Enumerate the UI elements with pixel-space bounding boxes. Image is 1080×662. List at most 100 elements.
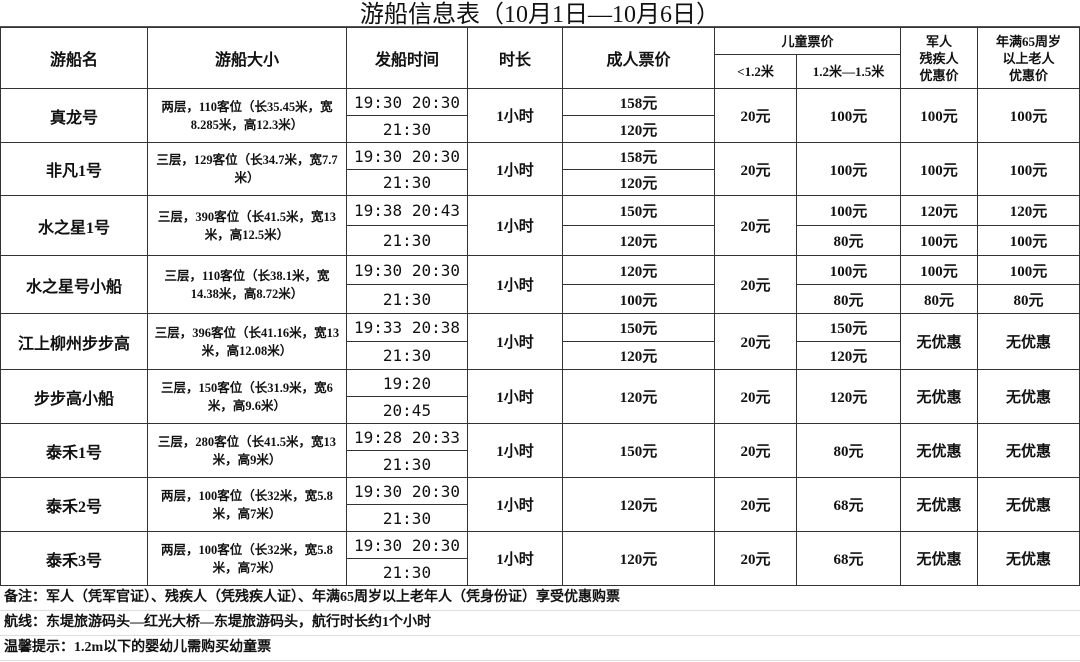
senior-price: 100元 [977,142,1080,196]
senior-price: 无优惠 [977,313,1080,370]
note-tip: 温馨提示：1.2m以下的婴幼儿需购买幼童票 [0,636,1080,661]
ship-size: 三层，129客位（长34.7米，宽7.7米） [147,142,347,196]
notes: 备注：军人（凭军官证）、残疾人（凭残疾人证）、年满65周岁以上老年人（凭身份证）… [0,586,1080,661]
header-military: 军人 残疾人 优惠价 [900,27,979,89]
senior-price: 120元 [977,195,1080,226]
military-price: 100元 [900,88,979,143]
ship-name: 泰禾3号 [0,531,148,586]
header-adult: 成人票价 [562,27,715,89]
military-price: 无优惠 [900,369,979,424]
table-row: 泰禾1号 三层，280客位（长41.5米，宽13米，高9米） 19:28 20:33… [0,423,1080,478]
ship-name: 步步高小船 [0,369,148,424]
child-mid-price: 68元 [795,477,902,532]
military-price: 100元 [900,225,979,256]
duration: 1小时 [467,313,563,370]
table-row: 非凡1号 三层，129客位（长34.7米，宽7.7米） 19:30 20:30 1小时… [0,142,1080,196]
ship-name: 泰禾2号 [0,477,148,532]
table-row: 水之星号小船 三层，110客位（长38.1米，宽14.38米，高8.72米） 19:… [0,255,1080,314]
table-row-sub: 21:30 [1,558,1080,586]
table-row-sub: 21:30 100元 80元 80元 80元 [1,284,1080,314]
departure-time: 21:30 [346,504,468,532]
child-mid-price: 100元 [795,142,902,196]
table-row: 真龙号 两层，110客位（长35.45米，宽8.285米，高12.3米） 19:30… [0,88,1080,143]
header-child: 儿童票价 [713,27,902,55]
departure-time: 21:30 [346,284,468,314]
child-mid-price: 80元 [795,284,902,314]
child-mid-price: 150元 [795,313,902,342]
adult-price: 158元 [562,142,715,170]
military-price: 120元 [900,195,979,226]
military-price: 100元 [900,255,979,285]
adult-price: 120元 [562,115,715,143]
ship-name: 江上柳州步步高 [0,313,148,370]
adult-price: 158元 [562,88,715,116]
child-small-price: 20元 [714,477,797,532]
adult-price: 120元 [562,477,715,532]
sheet-title: 游船信息表（10月1日—10月6日） [0,0,1080,28]
ship-size: 三层，280客位（长41.5米，宽13米，高9米） [147,423,347,478]
military-price: 80元 [900,284,979,314]
departure-time: 21:30 [346,169,468,196]
table-row-sub: 21:30 [1,504,1080,532]
departure-time: 19:28 20:33 [346,423,468,451]
departure-time: 19:30 20:30 [346,88,468,116]
departure-time: 19:33 20:38 [346,313,468,342]
duration: 1小时 [467,88,563,143]
table-row-sub: 21:30 120元 120元 [1,341,1080,370]
child-small-price: 20元 [714,531,797,586]
duration: 1小时 [467,423,563,478]
ship-size: 三层，150客位（长31.9米，宽6米，高9.6米） [147,369,347,424]
departure-time: 21:30 [346,450,468,478]
child-mid-price: 100元 [795,88,902,143]
table-row: 泰禾3号 两层，100客位（长32米，宽5.8米，高7米） 19:30 20:30 1… [0,531,1080,586]
child-small-price: 20元 [714,369,797,424]
departure-time: 21:30 [346,115,468,143]
senior-price: 100元 [977,255,1080,285]
adult-price: 120元 [562,169,715,196]
header-child-mid: 1.2米—1.5米 [795,54,902,89]
child-small-price: 20元 [714,195,797,256]
table-row: 江上柳州步步高 三层，396客位（长41.16米，宽13米，高12.08米） 19:… [0,313,1080,370]
adult-price: 100元 [562,284,715,314]
departure-time: 20:45 [346,396,468,424]
adult-price: 150元 [562,423,715,478]
departure-time: 19:30 20:30 [346,477,468,505]
header-time: 发船时间 [346,27,468,89]
departure-time: 21:30 [346,341,468,370]
child-small-price: 20元 [714,142,797,196]
ship-size: 三层，110客位（长38.1米，宽14.38米，高8.72米） [147,255,347,314]
senior-price: 100元 [977,88,1080,143]
child-mid-price: 120元 [795,369,902,424]
military-price: 无优惠 [900,313,979,370]
departure-time: 21:30 [346,225,468,256]
duration: 1小时 [467,142,563,196]
table-row: 泰禾2号 两层，100客位（长32米，宽5.8米，高7米） 19:30 20:30 1… [0,477,1080,532]
senior-price: 无优惠 [977,369,1080,424]
table-row-sub: 21:30 120元 [1,115,1080,143]
ship-size: 三层，390客位（长41.5米，宽13米，高12.5米） [147,195,347,256]
duration: 1小时 [467,255,563,314]
ship-name: 水之星1号 [0,195,148,256]
departure-time: 19:30 20:30 [346,142,468,170]
military-price: 100元 [900,142,979,196]
child-small-price: 20元 [714,88,797,143]
table-row: 步步高小船 三层，150客位（长31.9米，宽6米，高9.6米） 19:20 1小时 1… [0,369,1080,424]
note-route: 航线：东堤旅游码头—红光大桥—东堤旅游码头，航行时长约1个小时 [0,611,1080,636]
senior-price: 100元 [977,225,1080,256]
header-duration: 时长 [467,27,563,89]
child-small-price: 20元 [714,313,797,370]
header-name: 游船名 [0,27,148,89]
adult-price: 120元 [562,225,715,256]
departure-time: 19:30 20:30 [346,531,468,559]
adult-price: 120元 [562,341,715,370]
child-mid-price: 68元 [795,531,902,586]
child-small-price: 20元 [714,423,797,478]
senior-price: 80元 [977,284,1080,314]
senior-price: 无优惠 [977,531,1080,586]
table-row-sub: 21:30 120元 [1,169,1080,196]
ship-size: 两层，100客位（长32米，宽5.8米，高7米） [147,477,347,532]
table-row: 水之星1号 三层，390客位（长41.5米，宽13米，高12.5米） 19:38 2… [0,195,1080,256]
child-mid-price: 100元 [795,255,902,285]
duration: 1小时 [467,531,563,586]
child-mid-price: 100元 [795,195,902,226]
